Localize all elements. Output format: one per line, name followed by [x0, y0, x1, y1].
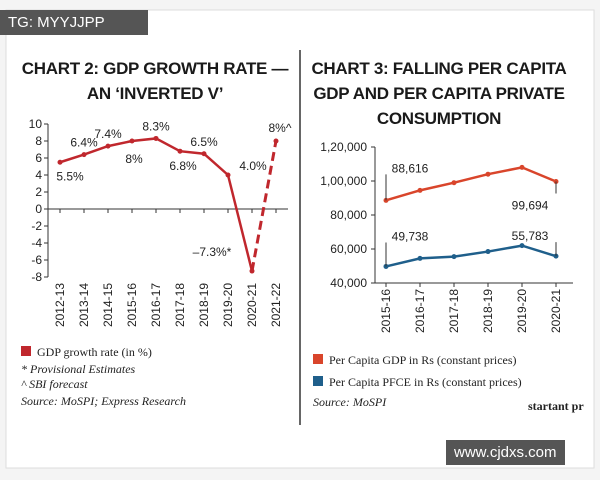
y-tick-label: 8 — [35, 134, 42, 148]
value-label: 49,738 — [392, 229, 429, 243]
point — [451, 254, 457, 260]
value-label: 6.5% — [190, 135, 218, 149]
source: Source: MoSPI — [313, 395, 387, 409]
watermark: www.cjdxs.com — [446, 440, 565, 465]
x-tick-label: 2012-13 — [53, 283, 67, 327]
y-tick-label: 0 — [35, 202, 42, 216]
y-tick-label: 2 — [35, 185, 42, 199]
line-forecast — [250, 140, 278, 272]
point — [273, 138, 279, 144]
value-label: 6.8% — [169, 159, 197, 173]
value-label: 7.4% — [94, 127, 122, 141]
y-tick-label: -4 — [31, 236, 42, 250]
watermark: TG: MYYJJPP — [0, 10, 148, 35]
x-tick-label: 2014-15 — [101, 283, 115, 327]
point — [485, 171, 491, 177]
value-label: 55,783 — [512, 229, 549, 243]
x-tick-label: 2021-22 — [269, 283, 283, 327]
point — [201, 151, 207, 157]
x-tick-label: 2018-19 — [197, 283, 211, 327]
point — [451, 180, 457, 186]
y-tick-label: -8 — [31, 270, 42, 284]
x-tick-label: 2018-19 — [481, 289, 495, 333]
y-tick-label: 40,000 — [330, 276, 367, 290]
line — [385, 244, 557, 268]
y-tick-label: 10 — [29, 117, 43, 131]
note: * Provisional Estimates — [21, 362, 136, 376]
point — [105, 143, 111, 149]
point — [485, 249, 491, 255]
x-tick-label: 2019-20 — [515, 289, 529, 333]
legend-swatch — [313, 354, 323, 364]
value-label: 6.4% — [70, 136, 98, 150]
note: ^ SBI forecast — [21, 377, 88, 391]
chart-title: CHART 3: FALLING PER CAPITA GDP AND PER … — [311, 59, 567, 128]
y-tick-label: 80,000 — [330, 208, 367, 222]
point — [153, 135, 159, 141]
point — [225, 172, 231, 178]
x-tick-label: 2019-20 — [221, 283, 235, 327]
value-label: 8.3% — [142, 119, 170, 133]
x-tick-label: 2015-16 — [125, 283, 139, 327]
point — [417, 255, 423, 261]
y-tick-label: 1,20,000 — [320, 140, 367, 154]
x-tick-label: 2020-21 — [245, 283, 259, 327]
point — [177, 148, 183, 154]
legend-swatch — [21, 346, 31, 356]
point — [417, 187, 423, 193]
y-tick-label: 4 — [35, 168, 42, 182]
legend-label: Per Capita PFCE in Rs (constant prices) — [329, 375, 522, 389]
value-label: 99,694 — [512, 199, 549, 213]
y-tick-label: 6 — [35, 151, 42, 165]
point — [519, 164, 525, 170]
value-label: 8% — [125, 152, 143, 166]
x-tick-label: 2015-16 — [379, 289, 393, 333]
value-label: 5.5% — [56, 169, 84, 183]
chart-title: CHART 2: GDP GROWTH RATE — AN ‘INVERTED … — [21, 59, 289, 103]
source: Source: MoSPI; Express Research — [21, 394, 186, 408]
value-label: 88,616 — [392, 161, 429, 175]
y-tick-label: -6 — [31, 253, 42, 267]
x-tick-label: 2016-17 — [149, 283, 163, 327]
x-tick-label: 2020-21 — [549, 289, 563, 333]
y-tick-label: 60,000 — [330, 242, 367, 256]
point — [519, 243, 525, 249]
x-tick-label: 2016-17 — [413, 289, 427, 333]
point — [129, 138, 135, 144]
line — [385, 166, 557, 202]
value-label: 8%^ — [269, 121, 292, 135]
legend-swatch — [313, 376, 323, 386]
legend-label: GDP growth rate (in %) — [37, 345, 152, 359]
point — [249, 268, 255, 274]
x-tick-label: 2013-14 — [77, 283, 91, 327]
y-tick-label: -2 — [31, 219, 42, 233]
x-tick-label: 2017-18 — [173, 283, 187, 327]
x-tick-label: 2017-18 — [447, 289, 461, 333]
value-label: –7.3%* — [193, 245, 232, 259]
y-tick-label: 1,00,000 — [320, 174, 367, 188]
logo: startant pr — [528, 399, 584, 413]
point — [81, 152, 87, 158]
point — [57, 159, 63, 165]
legend-label: Per Capita GDP in Rs (constant prices) — [329, 353, 517, 367]
value-label: 4.0% — [239, 159, 267, 173]
